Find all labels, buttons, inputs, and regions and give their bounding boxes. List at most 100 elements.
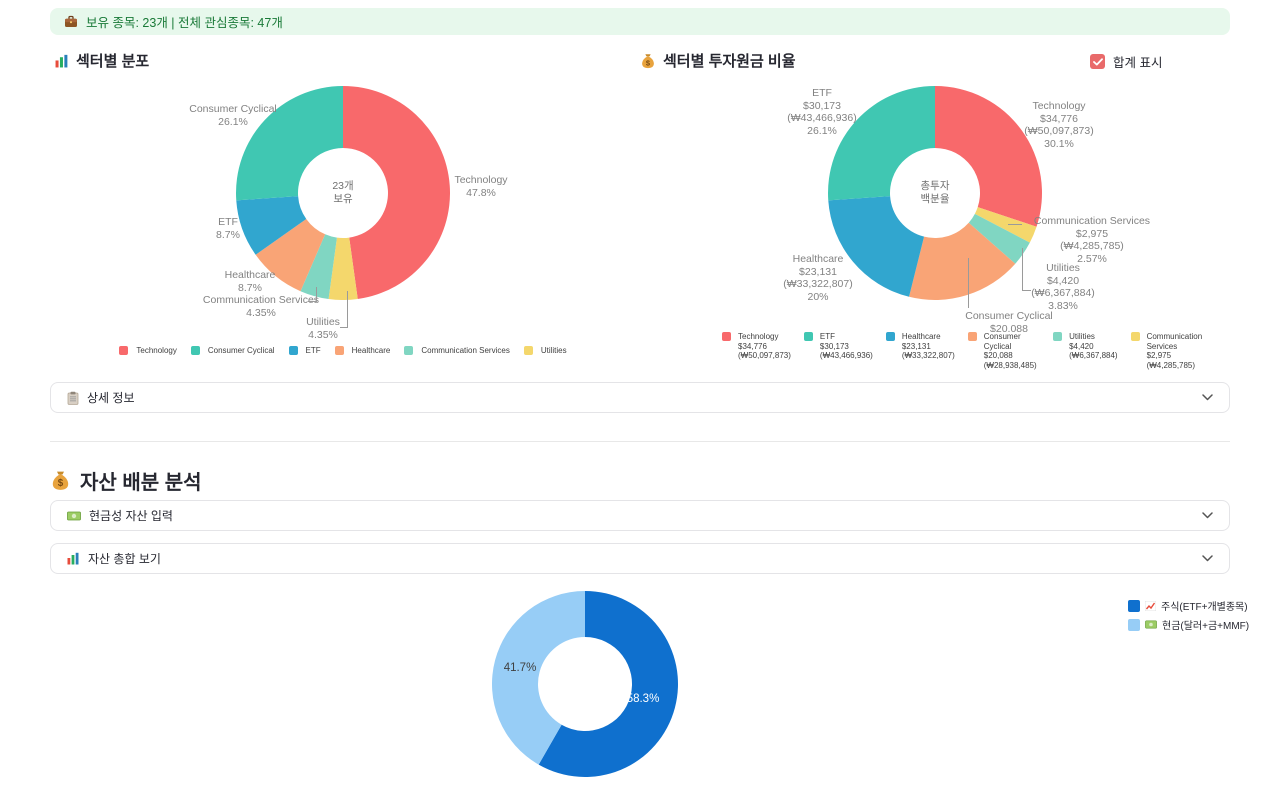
chart-title-text: 섹터별 분포 bbox=[76, 53, 150, 70]
pie-label-cash-pct: 41.7% bbox=[503, 662, 537, 674]
pie-slice-technology[interactable] bbox=[935, 86, 1042, 227]
show-total-checkbox[interactable]: 합계 표시 bbox=[1090, 52, 1162, 71]
legend-item-consumer-cyclical[interactable]: Consumer Cyclical bbox=[190, 346, 275, 355]
legend-chip bbox=[288, 346, 298, 355]
banknote-icon bbox=[67, 511, 81, 521]
label-connector bbox=[1022, 248, 1031, 291]
expander-detail-info[interactable]: 상세 정보 bbox=[50, 382, 1230, 413]
section-divider bbox=[50, 441, 1230, 442]
pie-slice-utilities[interactable] bbox=[968, 213, 1030, 264]
legend-item-consumer-cyclical[interactable]: Consumer Cyclical $20,088 (₩28,938,485) bbox=[967, 332, 1040, 370]
legend-label: Utilities $4,420 (₩6,367,884) bbox=[1069, 332, 1118, 360]
asset-split-donut bbox=[492, 591, 678, 777]
pie-slice-consumer-cyclical[interactable] bbox=[236, 86, 343, 201]
legend-chip bbox=[803, 332, 813, 341]
legend-label: Consumer Cyclical bbox=[207, 346, 275, 355]
pie-slice-consumer-cyclical[interactable] bbox=[909, 222, 1016, 300]
pie-callout-healthcare: Healthcare 8.7% bbox=[224, 269, 276, 294]
clipboard-icon bbox=[67, 391, 79, 405]
pie-slice-technology[interactable] bbox=[343, 86, 450, 299]
label-connector bbox=[968, 258, 970, 308]
chevron-down-icon bbox=[1202, 555, 1213, 562]
donut-center-label: 총투자 백분율 bbox=[920, 180, 950, 205]
pie-slice-mmf[interactable] bbox=[492, 591, 585, 765]
legend-item-mmf[interactable]: 현금(달러+금+MMF) bbox=[1128, 617, 1249, 632]
legend-label: ETF $30,173 (₩43,466,936) bbox=[819, 332, 873, 360]
money-bag-icon: $ bbox=[50, 470, 71, 491]
money-bag-icon: $ bbox=[640, 53, 656, 69]
pie-callout-utilities: Utilities $4,420 (₩6,367,884) 3.83% bbox=[1031, 262, 1095, 312]
expander-label: 상세 정보 bbox=[87, 391, 135, 405]
pie-slice-healthcare[interactable] bbox=[828, 196, 925, 297]
legend-item-utilities[interactable]: Utilities bbox=[523, 346, 567, 355]
pie-slice-etf[interactable] bbox=[538, 591, 678, 777]
holdings-summary-banner: 보유 종목: 23개 | 전체 관심종목: 47개 bbox=[50, 8, 1230, 35]
pie-callout-etf: ETF 8.7% bbox=[216, 216, 240, 241]
bar-chart-icon bbox=[67, 552, 80, 565]
label-connector bbox=[340, 291, 348, 328]
chart-up-icon bbox=[1145, 600, 1156, 611]
pie-callout-communication-services: Communication Services $2,975 (₩4,285,78… bbox=[1033, 215, 1151, 265]
legend-label: Utilities bbox=[540, 346, 567, 355]
section-title-text: 자산 배분 분석 bbox=[80, 472, 202, 494]
legend-item-healthcare[interactable]: Healthcare bbox=[334, 346, 391, 355]
legend-label: Technology bbox=[136, 346, 177, 355]
pie-callout-utilities: Utilities 4.35% bbox=[306, 316, 340, 341]
legend-item-utilities[interactable]: Utilities $4,420 (₩6,367,884) bbox=[1053, 332, 1118, 370]
legend-chip bbox=[334, 346, 344, 355]
legend-chip bbox=[885, 332, 895, 341]
pie-callout-consumer-cyclical: Consumer Cyclical 26.1% bbox=[189, 103, 277, 128]
legend-item-etf[interactable]: ETF $30,173 (₩43,466,936) bbox=[803, 332, 873, 370]
expander-label: 자산 총합 보기 bbox=[88, 552, 161, 566]
pie-callout-technology: Technology $34,776 (₩50,097,873) 30.1% bbox=[1024, 100, 1094, 150]
checkbox-label: 합계 표시 bbox=[1113, 56, 1163, 70]
pie-callout-consumer-cyclical: Consumer Cyclical $20,088 (₩28,938,485) … bbox=[965, 310, 1053, 332]
pie-slice-healthcare[interactable] bbox=[255, 218, 326, 292]
expander-asset-summary[interactable]: 자산 총합 보기 bbox=[50, 543, 1230, 574]
svg-text:$: $ bbox=[58, 478, 64, 489]
expander-label: 현금성 자산 입력 bbox=[89, 509, 173, 523]
legend-chip bbox=[404, 346, 414, 355]
legend-chip bbox=[190, 346, 200, 355]
pie-callout-communication-services: Communication Services 4.35% bbox=[202, 294, 320, 319]
legend-item-communication-services[interactable]: Communication Services $2,975 (₩4,285,78… bbox=[1130, 332, 1222, 370]
legend-label: Communication Services bbox=[421, 346, 510, 355]
holdings-summary-text: 보유 종목: 23개 | 전체 관심종목: 47개 bbox=[86, 16, 283, 30]
legend-label: Healthcare bbox=[351, 346, 391, 355]
pie-callout-healthcare: Healthcare $23,131 (₩33,322,807) 20% bbox=[783, 253, 853, 303]
pie-slice-etf[interactable] bbox=[828, 86, 935, 201]
expander-cash-input[interactable]: 현금성 자산 입력 bbox=[50, 500, 1230, 531]
legend-chip bbox=[722, 332, 731, 341]
legend-chip bbox=[523, 346, 533, 355]
legend-label: 현금(달러+금+MMF) bbox=[1162, 621, 1250, 632]
legend-item-technology[interactable]: Technology bbox=[119, 346, 177, 355]
donut-center-label: 23개 보유 bbox=[332, 180, 354, 205]
sector-investment-title: $ 섹터별 투자원금 비율 bbox=[640, 50, 796, 71]
pie-slice-communication-services[interactable] bbox=[300, 234, 337, 300]
pie-slice-etf[interactable] bbox=[236, 196, 307, 255]
legend-item-communication-services[interactable]: Communication Services bbox=[404, 346, 510, 355]
legend-chip bbox=[967, 332, 977, 341]
legend-chip bbox=[1130, 332, 1140, 341]
asset-allocation-title: $ 자산 배분 분석 bbox=[50, 466, 202, 495]
legend: 주식(ETF+개별종목) 현금(달러+금+MMF) bbox=[1128, 598, 1249, 632]
pie-slice-utilities[interactable] bbox=[328, 237, 358, 300]
legend-chip bbox=[1128, 599, 1140, 612]
legend-item-technology[interactable]: Technology $34,776 (₩50,097,873) bbox=[722, 332, 791, 370]
label-connector bbox=[308, 287, 317, 302]
bar-chart-icon bbox=[55, 54, 69, 68]
briefcase-icon bbox=[64, 15, 78, 28]
legend-label: Technology $34,776 (₩50,097,873) bbox=[738, 332, 791, 360]
legend-label: Healthcare $23,131 (₩33,322,807) bbox=[901, 332, 955, 360]
legend-item-etf[interactable]: 주식(ETF+개별종목) bbox=[1128, 598, 1249, 613]
banknote-icon bbox=[1145, 620, 1157, 629]
pie-label-stocks-pct: 58.3% bbox=[626, 693, 660, 705]
legend-chip bbox=[1128, 618, 1140, 631]
sector-count-donut bbox=[236, 86, 450, 300]
label-connector bbox=[1008, 224, 1022, 226]
legend-label: ETF bbox=[305, 346, 321, 355]
legend-item-etf[interactable]: ETF bbox=[288, 346, 321, 355]
pie-slice-communication-services[interactable] bbox=[974, 207, 1037, 243]
legend-chip bbox=[119, 346, 129, 355]
legend-item-healthcare[interactable]: Healthcare $23,131 (₩33,322,807) bbox=[885, 332, 955, 370]
